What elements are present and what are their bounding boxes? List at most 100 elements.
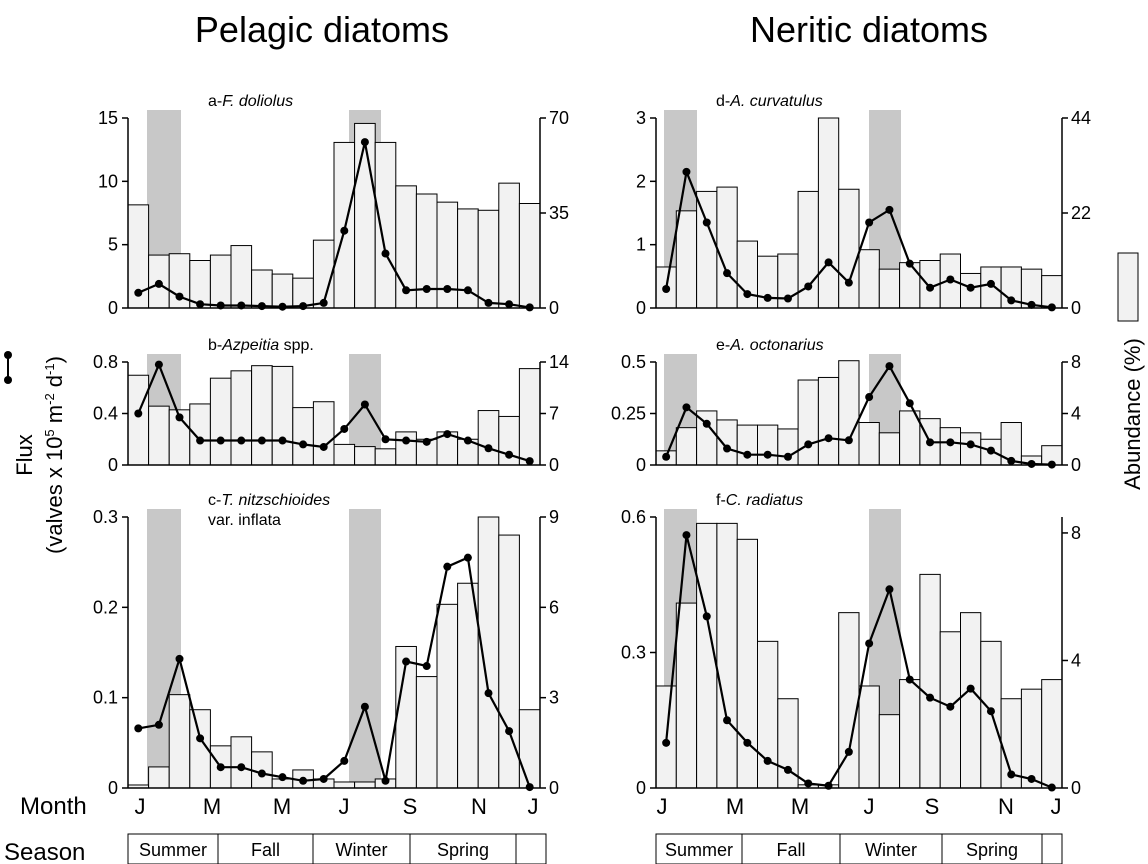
- abundance-bar: [209, 254, 232, 309]
- right-tick-label: 4: [1071, 650, 1081, 670]
- left-tick-label: 0.2: [93, 597, 118, 617]
- abundance-bar: [374, 141, 397, 309]
- flux-point: [175, 413, 184, 422]
- abundance-bar: [312, 401, 335, 466]
- right-tick-label: 0: [549, 455, 559, 475]
- flux-point: [682, 167, 691, 176]
- flux-point: [154, 720, 163, 729]
- panel-label-prefix: c-: [208, 492, 221, 509]
- flux-point: [926, 693, 935, 702]
- abundance-bar: [415, 676, 438, 789]
- flux-point: [299, 776, 308, 785]
- left-tick-label: 10: [98, 171, 118, 191]
- month-tick-label: J: [528, 794, 539, 819]
- flux-point: [723, 716, 732, 725]
- month-tick-label: M: [203, 794, 221, 819]
- flux-point: [723, 269, 732, 278]
- flux-point: [783, 452, 792, 461]
- abundance-bar: [817, 376, 840, 466]
- panel-label-taxon: A. curvatulus: [729, 93, 822, 110]
- panel-label-prefix: d-: [716, 93, 730, 110]
- flux-point: [154, 360, 163, 369]
- flux-point: [1007, 296, 1016, 305]
- chart-panel-e: 0 0.25 0.5 0 4 8 e-A. octonarius: [611, 337, 1081, 475]
- abundance-bar: [498, 182, 520, 309]
- left-tick-label: 0.6: [621, 507, 646, 527]
- left-tick-label: 0.5: [621, 352, 646, 372]
- flux-point: [196, 300, 205, 309]
- flux-unit-2: m: [42, 405, 67, 429]
- flux-point: [844, 278, 853, 287]
- flux-point: [824, 258, 833, 267]
- chart-panel-d: 0 1 2 3 0 22 44 d-A. curvatulus: [636, 93, 1091, 318]
- flux-point: [986, 446, 995, 455]
- flux-point: [905, 675, 914, 684]
- abundance-bar: [878, 432, 901, 466]
- flux-point: [662, 452, 671, 461]
- month-tick-label: N: [998, 794, 1014, 819]
- season-label: Fall: [251, 840, 280, 860]
- season-label: Spring: [437, 840, 489, 860]
- flux-unit-sup1: 5: [42, 429, 57, 436]
- flux-point: [804, 282, 813, 291]
- panel-label: c-T. nitzschioides: [208, 492, 330, 509]
- flux-point: [1027, 300, 1036, 309]
- flux-point: [463, 436, 472, 445]
- flux-point: [763, 450, 772, 459]
- right-tick-label: 3: [549, 688, 559, 708]
- flux-point: [484, 689, 493, 698]
- flux-point: [237, 763, 246, 772]
- flux-point: [175, 292, 184, 301]
- left-tick-label: 1: [636, 235, 646, 255]
- flux-point: [966, 440, 975, 449]
- flux-point: [743, 450, 752, 459]
- flux-point: [402, 286, 411, 295]
- abundance-bar: [757, 640, 779, 789]
- flux-point: [986, 279, 995, 288]
- season-label: Fall: [776, 840, 805, 860]
- abundance-bar: [960, 612, 982, 789]
- flux-point: [986, 707, 995, 716]
- abundance-bar: [271, 365, 294, 466]
- abundance-bar: [354, 446, 376, 466]
- abundance-bar: [1020, 688, 1043, 789]
- flux-point: [422, 437, 431, 446]
- abundance-bar: [209, 377, 232, 466]
- flux-point: [905, 259, 914, 268]
- flux-point: [340, 424, 349, 433]
- abundance-bar: [899, 679, 921, 789]
- left-tick-label: 0.25: [611, 404, 646, 424]
- flux-point: [463, 553, 472, 562]
- flux-point: [402, 436, 411, 445]
- abundance-bar: [251, 365, 273, 466]
- abundance-bar: [354, 122, 376, 309]
- panel-label: f-C. radiatus: [716, 492, 803, 509]
- month-tick-label: J: [135, 794, 146, 819]
- flux-unit-3: d: [42, 375, 67, 393]
- panel-label: e-A. octonarius: [716, 337, 824, 354]
- season-box: [1041, 833, 1063, 864]
- flux-point: [154, 279, 163, 288]
- flux-point: [1007, 456, 1016, 465]
- flux-point: [319, 774, 328, 783]
- panel-label-line2: var. inflata: [208, 512, 281, 529]
- flux-point: [804, 779, 813, 788]
- month-tick-label: J: [657, 794, 668, 819]
- abundance-bar: [518, 709, 541, 789]
- abundance-bar: [960, 432, 982, 466]
- season-box: [515, 833, 547, 864]
- right-tick-label: 0: [1071, 298, 1081, 318]
- flux-point: [340, 226, 349, 235]
- left-tick-label: 0: [108, 298, 118, 318]
- flux-point: [865, 639, 874, 648]
- flux-point: [763, 756, 772, 765]
- month-tick-label: N: [471, 794, 487, 819]
- flux-unit-sup2: -2: [42, 393, 57, 405]
- abundance-bar: [333, 781, 356, 789]
- abundance-bar: [899, 262, 921, 309]
- flux-point: [381, 776, 390, 785]
- chart-panel-b: 0 0.4 0.8 0 7 14 b-Azpeitia spp.: [93, 337, 569, 475]
- abundance-bar: [230, 245, 253, 309]
- flux-point: [381, 249, 390, 258]
- flux-point: [257, 769, 266, 778]
